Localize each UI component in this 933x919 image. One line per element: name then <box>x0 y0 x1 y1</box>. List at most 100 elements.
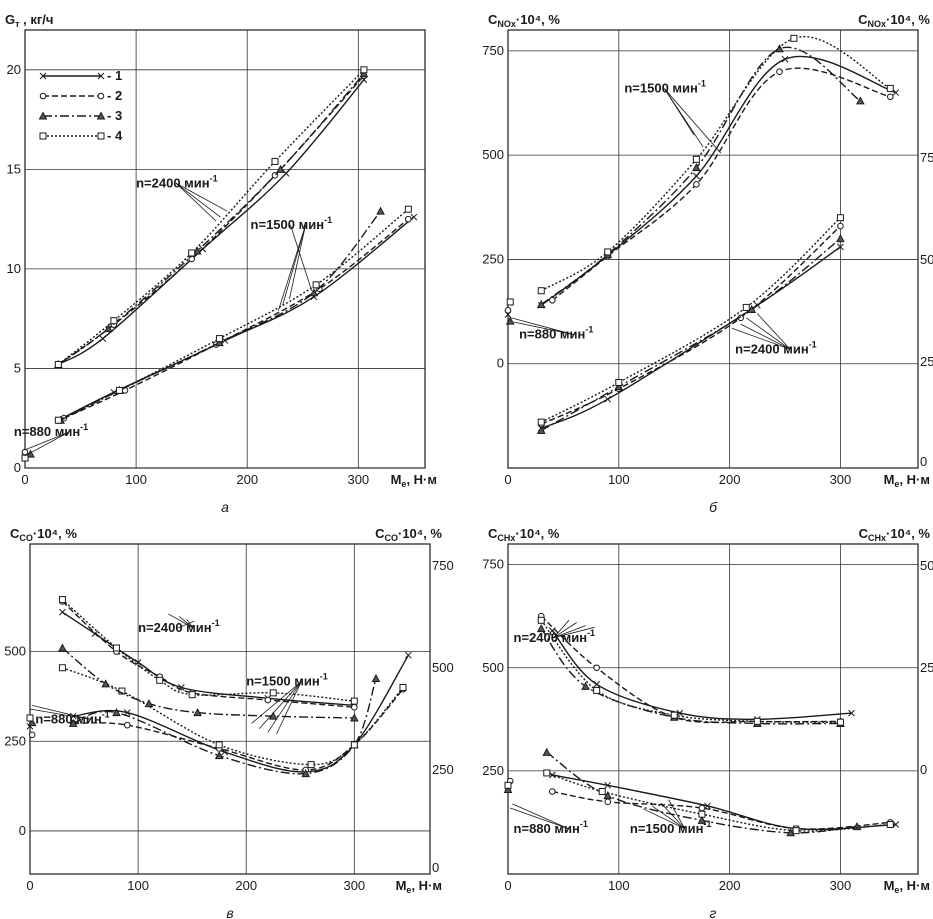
data-point <box>269 689 277 697</box>
y-tick-label: 15 <box>7 161 21 176</box>
annotation-leader <box>32 705 91 720</box>
data-point <box>581 681 590 690</box>
data-point <box>271 157 279 165</box>
right-tick-label: 500 <box>920 558 933 573</box>
panel-caption: б <box>709 499 718 515</box>
y2-axis-title: CNOx·10⁴, % <box>858 12 930 29</box>
annotation-label: n=1500 мин-1 <box>624 79 706 96</box>
data-point <box>54 416 62 424</box>
data-point <box>276 164 285 173</box>
annotation-leader <box>175 182 228 212</box>
data-point <box>604 248 612 256</box>
annotation-leader <box>282 224 306 305</box>
series-line <box>57 73 365 366</box>
data-point <box>399 683 407 691</box>
data-point <box>742 303 750 311</box>
legend-marker <box>39 132 47 140</box>
data-point <box>188 691 196 699</box>
data-point <box>537 287 545 295</box>
data-point <box>593 664 600 672</box>
data-point <box>692 155 700 163</box>
data-point <box>193 708 202 717</box>
annotation-leader <box>186 619 194 629</box>
right-tick-label: 750 <box>432 558 454 573</box>
data-point <box>309 288 319 297</box>
series-line <box>62 667 404 766</box>
y-tick-label: 0 <box>19 823 26 838</box>
data-point <box>405 651 412 659</box>
annotation-label: n=2400 мин-1 <box>138 618 220 635</box>
series-4-880 <box>506 298 514 306</box>
annotation-leader <box>177 620 195 629</box>
series-line <box>60 210 382 421</box>
series-2-2400 <box>537 222 844 428</box>
y-axis-title: CCO·10⁴, % <box>10 526 77 543</box>
x-tick-label: 200 <box>235 878 257 893</box>
series-line <box>61 600 355 708</box>
data-point <box>54 360 62 368</box>
annotation: n=1500 мин-1 <box>630 799 712 836</box>
y-axis-title: CCHx·10⁴, % <box>488 526 560 543</box>
data-point <box>350 741 358 749</box>
series-line <box>551 630 852 721</box>
series-3-1500 <box>542 747 862 837</box>
annotation-label: n=1500 мин-1 <box>630 819 712 836</box>
annotation-leader <box>553 620 570 639</box>
chart-panel-a: 0 100 200 300 0 5 10 15 20 Gт , кг/ч Me, Н·м а n=880… <box>5 12 437 515</box>
data-point <box>836 718 844 726</box>
series-4-2400 <box>537 214 844 426</box>
series-2-2400 <box>59 598 358 711</box>
y-tick-label: 20 <box>7 62 21 77</box>
series-4-880 <box>504 781 512 789</box>
plot-frame <box>507 543 919 875</box>
data-point <box>775 44 784 53</box>
y-tick-label: 750 <box>482 43 504 58</box>
chart-panel-b: 0 100 200 300 0 250 500 750 0 250 500 750 CNOx·10⁴, … <box>482 12 933 515</box>
data-point <box>615 378 623 386</box>
data-point <box>848 709 855 717</box>
series-line <box>540 217 841 423</box>
data-point <box>58 664 66 672</box>
annotation-leader <box>290 224 313 291</box>
data-point <box>359 69 369 78</box>
data-point <box>856 96 865 105</box>
data-point <box>405 215 412 223</box>
annotation-leader <box>553 626 595 639</box>
series-2-1500 <box>549 67 894 304</box>
data-point <box>886 84 894 92</box>
x-tick-label: 0 <box>21 472 28 487</box>
data-point <box>215 335 223 343</box>
data-point <box>886 93 894 101</box>
series-4-880 <box>26 714 34 722</box>
annotation-leader <box>175 182 217 222</box>
series-3-880 <box>27 718 37 727</box>
x-axis-title: Me, Н·м <box>391 472 437 489</box>
legend-marker <box>97 132 105 140</box>
series-line <box>63 218 409 419</box>
annotation-leader <box>740 323 791 350</box>
series-4-2400 <box>54 66 368 368</box>
data-point <box>892 821 900 828</box>
annotation-leader <box>258 681 302 729</box>
data-point <box>792 827 800 835</box>
annotation-leader <box>757 313 791 350</box>
annotation: n=880 мин-1 <box>29 705 110 726</box>
data-point <box>264 696 272 704</box>
y-tick-label: 750 <box>482 557 504 572</box>
annotation: n=2400 мин-1 <box>138 613 220 635</box>
data-point <box>144 699 154 708</box>
series-line <box>551 67 891 301</box>
data-point <box>21 454 29 462</box>
data-point <box>837 222 844 230</box>
data-point <box>604 395 612 403</box>
annotation-leader <box>251 681 302 724</box>
data-point <box>692 163 701 172</box>
annotation: n=880 мин-1 <box>510 803 588 836</box>
data-point <box>786 828 795 837</box>
panel-caption: а <box>221 499 229 515</box>
data-point <box>614 382 624 391</box>
y-tick-label: 0 <box>14 460 21 475</box>
data-point <box>101 679 111 688</box>
series-4-1500 <box>58 664 407 769</box>
x-axis-title: Me, Н·м <box>884 878 930 895</box>
